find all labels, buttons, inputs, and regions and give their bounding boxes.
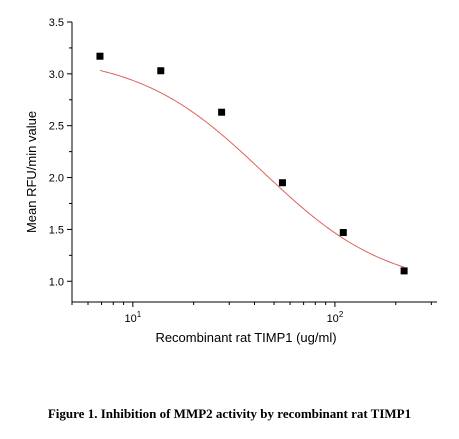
x-ticks: 101 102: [71, 302, 432, 325]
y-tick-label: 2.5: [49, 121, 64, 133]
data-point: [96, 52, 104, 60]
y-tick-label: 1.0: [49, 276, 64, 288]
y-axis-title: Mean RFU/min value: [24, 111, 39, 233]
y-tick-label: 1.5: [49, 224, 64, 236]
data-point: [218, 108, 226, 116]
axes: [71, 22, 437, 303]
x-axis-title: Recombinant rat TIMP1 (ug/ml): [155, 330, 336, 345]
x-tick-label: 102: [327, 310, 344, 325]
x-tick-label: 101: [124, 310, 141, 325]
data-point: [278, 179, 286, 187]
fit-curve: [99, 69, 405, 268]
figure-caption: Figure 1. Inhibition of MMP2 activity by…: [47, 406, 412, 421]
data-point: [339, 229, 347, 237]
y-tick-label: 3.5: [49, 17, 64, 29]
data-point: [400, 267, 408, 275]
data-markers: [96, 52, 408, 275]
y-ticks: 1.0 1.5 2.0 2.5 3.0 3.5: [49, 17, 72, 288]
data-point: [157, 67, 165, 75]
y-tick-label: 3.0: [49, 69, 64, 81]
y-tick-label: 2.0: [49, 173, 64, 185]
